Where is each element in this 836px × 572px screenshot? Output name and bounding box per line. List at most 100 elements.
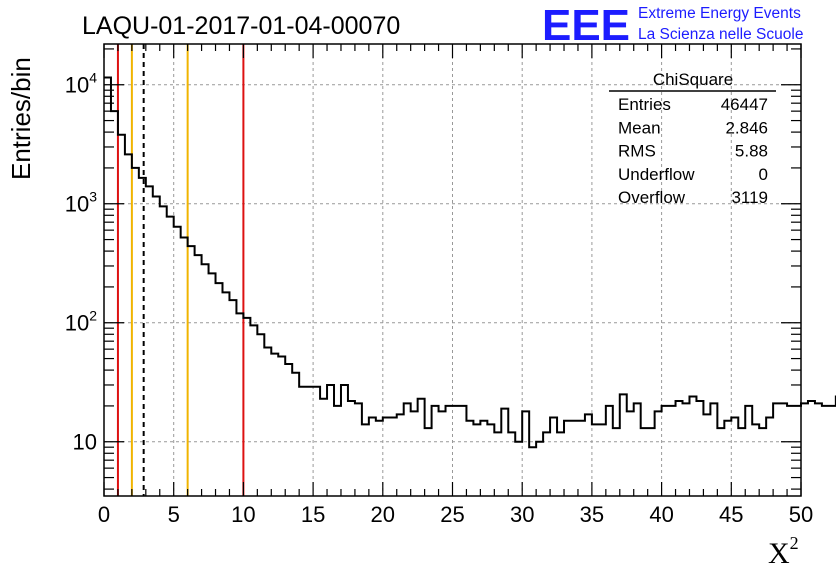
- histogram-bin: [717, 428, 724, 496]
- histogram-bin: [139, 178, 146, 496]
- y-tick-label: 103: [65, 189, 97, 217]
- histogram-bin: [174, 227, 181, 496]
- axis-ticks: [103, 44, 802, 496]
- histogram-bin: [111, 111, 118, 496]
- stats-title: ChiSquare: [653, 70, 733, 89]
- histogram-bin: [529, 447, 536, 496]
- histogram-bin: [689, 396, 696, 496]
- histogram-bin: [773, 403, 780, 496]
- x-tick-label: 5: [168, 502, 180, 527]
- histogram-bin: [355, 403, 362, 496]
- x-axis-label-main: X: [768, 537, 790, 570]
- histogram-bin: [250, 325, 257, 496]
- histogram-bin: [676, 401, 683, 496]
- histogram-bin: [327, 385, 334, 496]
- histogram-bin: [125, 154, 132, 496]
- histogram-bin: [306, 387, 313, 496]
- y-tick-label-base: 10: [65, 192, 89, 217]
- histogram-bin: [585, 414, 592, 496]
- y-tick-label-exp: 4: [89, 70, 97, 86]
- histogram-bin: [292, 373, 299, 496]
- histogram-bin: [480, 421, 487, 496]
- x-tick-label: 25: [440, 502, 464, 527]
- histogram-bin: [195, 255, 202, 496]
- y-tick-label: 104: [65, 70, 97, 98]
- x-axis-label-sup: 2: [790, 533, 799, 553]
- histogram-bin: [459, 406, 466, 496]
- y-axis-label: Entries/bin: [6, 57, 36, 180]
- histogram-bin: [432, 406, 439, 496]
- histogram-bin: [662, 406, 669, 496]
- histogram-bin: [592, 424, 599, 496]
- histogram-bin: [794, 406, 801, 496]
- histogram-bin: [313, 387, 320, 496]
- histogram-bin: [620, 394, 627, 496]
- histogram-bin: [153, 197, 160, 496]
- histogram-bin: [557, 432, 564, 496]
- stats-row-label: Underflow: [618, 165, 695, 184]
- histogram-bin: [369, 417, 376, 496]
- x-tick-label: 40: [649, 502, 673, 527]
- histogram-bin: [508, 432, 515, 496]
- histogram-bin: [362, 424, 369, 496]
- histogram-bin: [418, 399, 425, 496]
- y-tick-label: 102: [65, 308, 97, 336]
- logo-line1: Extreme Energy Events: [638, 5, 801, 22]
- histogram-bins: [104, 78, 836, 496]
- histogram-bin: [731, 417, 738, 496]
- histogram-bin: [216, 283, 223, 496]
- stats-row-label: Mean: [618, 118, 661, 137]
- stats-row-label: RMS: [618, 142, 656, 161]
- histogram-bin: [578, 421, 585, 496]
- histogram-bin: [271, 354, 278, 496]
- histogram-bin: [550, 417, 557, 496]
- histogram-bin: [341, 385, 348, 496]
- histogram-bin: [648, 428, 655, 496]
- histogram-bin: [473, 424, 480, 496]
- histogram-bin: [167, 217, 174, 496]
- x-tick-label: 10: [231, 502, 255, 527]
- stats-row-value: 5.88: [735, 142, 768, 161]
- x-tick-label: 30: [510, 502, 534, 527]
- x-axis-label: X2: [768, 533, 799, 570]
- eee-logo: EEE Extreme Energy Events La Scienza nel…: [542, 1, 803, 50]
- histogram-bin: [181, 238, 188, 496]
- histogram-bin: [808, 401, 815, 496]
- stats-row-value: 3119: [731, 188, 768, 207]
- histogram-bin: [202, 264, 209, 496]
- histogram-bin: [334, 406, 341, 496]
- histogram-bin: [222, 292, 229, 496]
- histogram-bin: [132, 168, 139, 496]
- histogram-bin: [487, 424, 494, 496]
- histogram-bin: [404, 403, 411, 496]
- reference-lines: [116, 44, 245, 496]
- y-tick-label-base: 10: [65, 73, 89, 98]
- histogram-bin: [522, 411, 529, 496]
- histogram-bin: [536, 442, 543, 496]
- histogram-bin: [829, 406, 836, 496]
- histogram-bin: [160, 206, 167, 496]
- stats-row-label: Entries: [618, 95, 671, 114]
- histogram-bin: [446, 406, 453, 496]
- stats-row-value: 46447: [721, 95, 768, 114]
- histogram-bin: [703, 414, 710, 496]
- histogram-bin: [564, 421, 571, 496]
- histogram-bin: [815, 403, 822, 496]
- histogram-bin: [453, 406, 460, 496]
- histogram-bin: [299, 387, 306, 496]
- histogram-bin: [787, 406, 794, 496]
- histogram-bin: [613, 428, 620, 496]
- logo-line2: La Scienza nelle Scuole: [638, 26, 803, 43]
- histogram-bin: [209, 273, 216, 496]
- x-tick-label: 50: [789, 502, 813, 527]
- grid-lines: [104, 44, 801, 496]
- y-tick-label-base: 10: [65, 311, 89, 336]
- histogram-bin: [257, 334, 264, 496]
- histogram-bin: [641, 428, 648, 496]
- histogram-bin: [543, 432, 550, 496]
- stats-row-label: Overflow: [618, 188, 686, 207]
- histogram-bin: [696, 401, 703, 496]
- histogram-bin: [397, 414, 404, 496]
